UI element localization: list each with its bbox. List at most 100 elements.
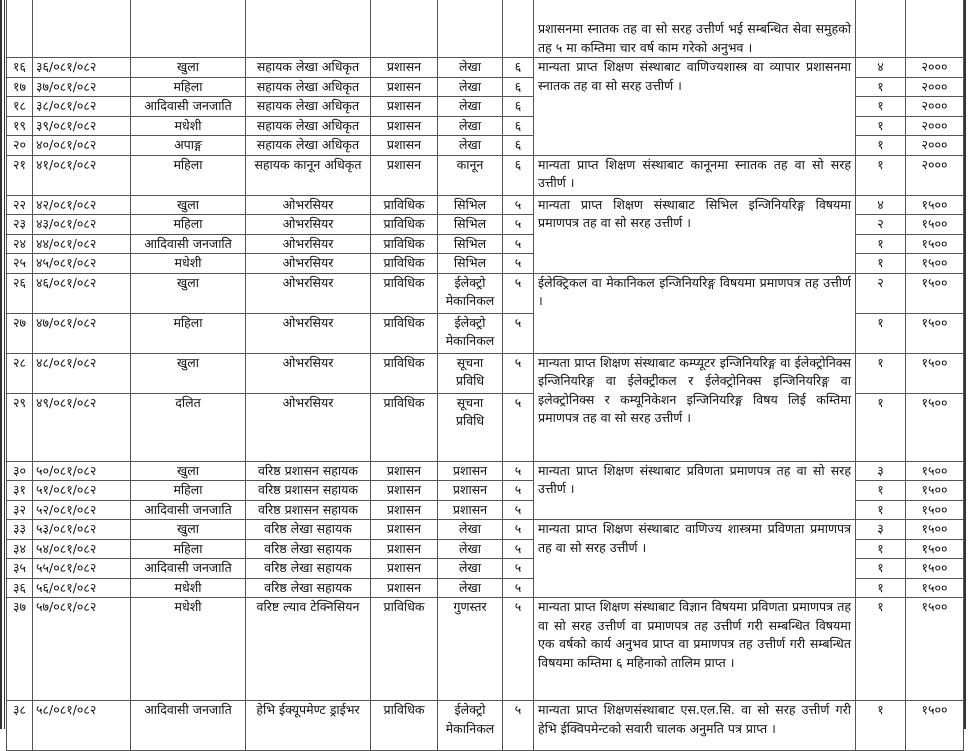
table-row: २२ ४२/०८१/०८२ खुला ओभरसियर प्राविधिक सिभिल ५ मा… — [6, 194, 964, 274]
page-border-right — [964, 0, 966, 729]
post-name: सहायक लेखा अधिकृत — [245, 76, 371, 97]
level — [502, 0, 534, 58]
advertisement-code: ५२/०८१/०८२ — [32, 499, 131, 520]
advertisement-code: ३८/०८१/०८२ — [32, 96, 131, 117]
serial-number: २० — [6, 135, 33, 156]
qualification: प्रशासनमा स्नातक तह वा सो सरह उत्तीर्ण भ… — [533, 0, 856, 58]
vacancy-count: १ — [855, 538, 906, 559]
vacancy-count: २ — [855, 214, 906, 235]
vacancy-count — [855, 0, 906, 58]
service-name: प्राविधिक — [370, 233, 438, 254]
subgroup-name: लेखा — [437, 96, 503, 117]
level: ५ — [502, 577, 534, 598]
quota-group: मधेशी — [130, 253, 246, 274]
level: ५ — [502, 558, 534, 579]
quota-group: खुला — [130, 460, 246, 481]
application-fee: १५०० — [905, 700, 964, 751]
serial-number — [6, 0, 33, 58]
quota-group: महिला — [130, 538, 246, 559]
advertisement-code: ३७/०८१/०८२ — [32, 76, 131, 97]
advertisement-code: ४३/०८१/०८२ — [32, 214, 131, 235]
service-name: प्रशासन — [370, 499, 438, 520]
vacancy-table: प्रशासनमा स्नातक तह वा सो सरह उत्तीर्ण भ… — [6, 0, 964, 751]
serial-number: ३७ — [6, 597, 33, 701]
level: ६ — [502, 154, 534, 196]
advertisement-code: ४९/०८१/०८२ — [32, 392, 131, 462]
qualification: मान्यता प्राप्त शिक्षणसंस्थाबाट एस.एल.सि… — [533, 700, 856, 751]
application-fee: २००० — [905, 135, 964, 156]
vacancy-count: १ — [855, 233, 906, 254]
quota-group: खुला — [130, 194, 246, 215]
quota-group: खुला — [130, 272, 246, 314]
quota-group: आदिवासी जनजाति — [130, 499, 246, 520]
advertisement-code: ३९/०८१/०८२ — [32, 115, 131, 136]
advertisement-code: ४७/०८१/०८२ — [32, 312, 131, 354]
application-fee: १५०० — [905, 253, 964, 274]
quota-group: मधेशी — [130, 577, 246, 598]
qualification: मान्यता प्राप्त शिक्षण संस्थाबाट प्रविणत… — [533, 460, 856, 520]
vacancy-count: १ — [855, 597, 906, 701]
table-row: २० ४०/०८१/०८२ अपाङ्ग सहायक लेखा अधिकृत प्रशा… — [6, 135, 964, 156]
advertisement-code: ५५/०८१/०८२ — [32, 558, 131, 579]
advertisement-code: ४०/०८१/०८२ — [32, 135, 131, 156]
post-name: ओभरसियर — [245, 272, 371, 314]
service-name: प्रशासन — [370, 558, 438, 579]
service-name: प्रशासन — [370, 96, 438, 117]
subgroup-name: लेखा — [437, 115, 503, 136]
quota-group: खुला — [130, 57, 246, 78]
quota-group: आदिवासी जनजाति — [130, 233, 246, 254]
level: ५ — [502, 392, 534, 462]
service-name: प्रशासन — [370, 135, 438, 156]
advertisement-code: ३६/०८१/०८२ — [32, 57, 131, 78]
table-row: २५ ४५/०८१/०८२ मधेशी ओभरसियर प्राविधिक सिभिल ५ १… — [6, 253, 964, 274]
level: ५ — [502, 700, 534, 751]
advertisement-code: ५७/०८१/०८२ — [32, 597, 131, 701]
vacancy-count: १ — [855, 76, 906, 97]
post-name: सहायक लेखा अधिकृत — [245, 135, 371, 156]
subgroup-name: सूचना प्रविधि — [437, 352, 503, 394]
serial-number: १६ — [6, 57, 33, 78]
service-name: प्राविधिक — [370, 700, 438, 751]
subgroup-name: कानून — [437, 154, 503, 196]
quota-group: महिला — [130, 154, 246, 196]
subgroup-name — [437, 0, 503, 58]
quota-group: खुला — [130, 352, 246, 394]
serial-number: ३२ — [6, 499, 33, 520]
vacancy-count: १ — [855, 499, 906, 520]
vacancy-count: १ — [855, 154, 906, 196]
quota-group: आदिवासी जनजाति — [130, 558, 246, 579]
serial-number: २५ — [6, 253, 33, 274]
post-name: ओभरसियर — [245, 392, 371, 462]
application-fee: २००० — [905, 76, 964, 97]
serial-number: २८ — [6, 352, 33, 394]
post-name: सहायक कानून अधिकृत — [245, 154, 371, 196]
subgroup-name: सिभिल — [437, 214, 503, 235]
quota-group: आदिवासी जनजाति — [130, 700, 246, 751]
service-name: प्राविधिक — [370, 392, 438, 462]
level: ५ — [502, 253, 534, 274]
quota-group: दलित — [130, 392, 246, 462]
subgroup-name: लेखा — [437, 76, 503, 97]
level: ६ — [502, 135, 534, 156]
service-name: प्रशासन — [370, 460, 438, 481]
vacancy-count: १ — [855, 392, 906, 462]
service-name: प्राविधिक — [370, 214, 438, 235]
serial-number: ३५ — [6, 558, 33, 579]
vacancy-count: १ — [855, 558, 906, 579]
advertisement-code: ४६/०८१/०८२ — [32, 272, 131, 314]
table-row: ३५ ५५/०८१/०८२ आदिवासी जनजाति वरिष्ठ लेखा सह… — [6, 558, 964, 579]
subgroup-name: लेखा — [437, 135, 503, 156]
vacancy-count: ४ — [855, 57, 906, 78]
post-name: हेभि ईक्यूपमेण्ट ड्राईभर — [245, 700, 371, 751]
service-name: प्राविधिक — [370, 272, 438, 314]
serial-number: ३४ — [6, 538, 33, 559]
post-name: वरिष्ठ लेखा सहायक — [245, 558, 371, 579]
post-name — [245, 0, 371, 58]
post-name: वरिष्ठ लेखा सहायक — [245, 577, 371, 598]
vacancy-count: १ — [855, 480, 906, 501]
serial-number: २१ — [6, 154, 33, 196]
service-name: प्रशासन — [370, 480, 438, 501]
service-name: प्रशासन — [370, 577, 438, 598]
level: ५ — [502, 480, 534, 501]
